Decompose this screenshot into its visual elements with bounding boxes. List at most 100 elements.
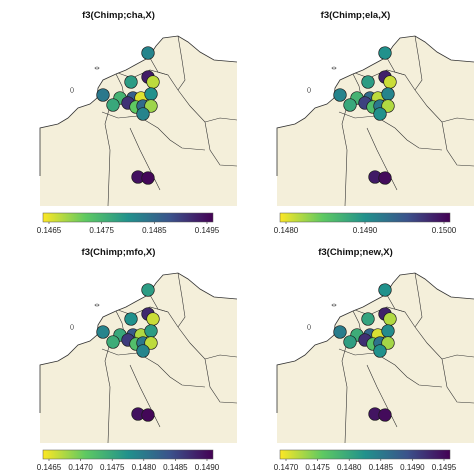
sample-site: [381, 324, 395, 338]
scale-tick-label: 0.1475: [99, 463, 125, 472]
country-border: [441, 354, 474, 360]
sample-site: [96, 325, 110, 339]
island: [70, 324, 74, 330]
island: [307, 87, 311, 93]
country-border: [149, 294, 169, 313]
country-border: [354, 69, 474, 167]
country-border: [117, 306, 237, 404]
sample-site: [343, 335, 357, 349]
map-panel-ela: f3(Chimp;ela,X) 0.1480 0.1490 0.1500: [237, 0, 474, 237]
map-panel-new: f3(Chimp;new,X) 0.1470 0.1475 0.1480 0.1485…: [237, 237, 474, 474]
sample-site: [146, 312, 160, 326]
panel-title: f3(Chimp;ela,X): [320, 10, 391, 21]
scale-tick-label: 0.1495: [194, 226, 220, 235]
sample-site: [144, 99, 158, 113]
country-border: [414, 272, 423, 328]
country-border: [177, 272, 186, 328]
scale-tick-label: 0.1480: [131, 463, 157, 472]
land-area: [277, 36, 474, 206]
coastline: [39, 272, 237, 413]
coastline: [276, 35, 474, 176]
scale-tick-label: 0.1480: [273, 226, 299, 235]
map-plot: [39, 28, 237, 224]
country-border: [101, 111, 206, 151]
sample-site: [383, 75, 397, 89]
sample-site: [106, 335, 120, 349]
scale-tick-label: 0.1490: [352, 226, 378, 235]
country-border: [101, 348, 206, 388]
scale-tick-label: 0.1490: [194, 463, 220, 472]
sample-site: [383, 312, 397, 326]
sample-site: [141, 46, 155, 60]
coastline: [39, 35, 237, 176]
coastline: [276, 272, 474, 413]
country-border: [341, 105, 348, 207]
island: [94, 303, 100, 307]
scale-tick-label: 0.1470: [68, 463, 93, 472]
map-panel-cha: f3(Chimp;cha,X) 0.1465 0.1475 0.1485 0.1495: [0, 0, 237, 237]
map-panel-mfo: f3(Chimp;mfo,X) 0.1465 0.1470 0.1475 0.1480…: [0, 237, 237, 474]
island: [331, 303, 337, 307]
country-border: [204, 354, 237, 360]
sample-site: [144, 336, 158, 350]
sample-site: [146, 75, 160, 89]
scale-tick-label: 0.1480: [336, 463, 362, 472]
map-plot: [276, 265, 474, 461]
sample-site: [361, 75, 375, 89]
country-border: [338, 111, 443, 151]
land-area: [40, 36, 237, 206]
sample-site: [373, 344, 387, 358]
sample-site: [333, 325, 347, 339]
scale-tick-label: 0.1485: [142, 226, 167, 235]
scale-tick-label: 0.1495: [431, 463, 457, 472]
sample-site: [144, 324, 158, 338]
scale-tick-label: 0.1470: [273, 463, 299, 472]
country-border: [366, 127, 398, 191]
country-border: [341, 342, 348, 444]
sample-site: [381, 336, 395, 350]
land-area: [277, 273, 474, 443]
country-border: [117, 69, 237, 167]
color-scale-bar: [42, 212, 214, 223]
sample-site: [124, 312, 138, 326]
sample-site: [378, 408, 392, 422]
sample-site: [106, 98, 120, 112]
country-border: [129, 364, 161, 428]
country-border: [386, 57, 406, 76]
map-plot: [276, 28, 474, 224]
country-border: [129, 127, 161, 191]
sample-site: [343, 98, 357, 112]
country-border: [338, 348, 443, 388]
sample-site: [381, 99, 395, 113]
country-border: [366, 364, 398, 428]
color-scale-bar: [279, 212, 451, 223]
panel-title: f3(Chimp;cha,X): [82, 10, 155, 21]
panel-title: f3(Chimp;mfo,X): [81, 247, 156, 258]
scale-tick-label: 0.1490: [400, 463, 425, 472]
panel-title: f3(Chimp;new,X): [318, 247, 393, 258]
sample-site: [144, 87, 158, 101]
country-border: [204, 117, 237, 123]
sample-site: [381, 87, 395, 101]
sample-site: [361, 312, 375, 326]
sample-site: [373, 107, 387, 121]
scale-tick-label: 0.1465: [36, 463, 62, 472]
scale-tick-label: 0.1475: [305, 463, 330, 472]
sample-site: [378, 283, 392, 297]
map-plot: [39, 265, 237, 461]
country-border: [441, 117, 474, 123]
sample-site: [141, 283, 155, 297]
scale-tick-label: 0.1500: [431, 226, 457, 235]
island: [307, 324, 311, 330]
scale-tick-label: 0.1465: [36, 226, 62, 235]
sample-site: [378, 46, 392, 60]
land-area: [40, 273, 237, 443]
country-border: [104, 342, 111, 444]
country-border: [386, 294, 406, 313]
sample-site: [141, 408, 155, 422]
island: [331, 66, 337, 70]
sample-site: [141, 171, 155, 185]
country-border: [354, 306, 474, 404]
color-scale-bar: [42, 449, 214, 460]
island: [70, 87, 74, 93]
